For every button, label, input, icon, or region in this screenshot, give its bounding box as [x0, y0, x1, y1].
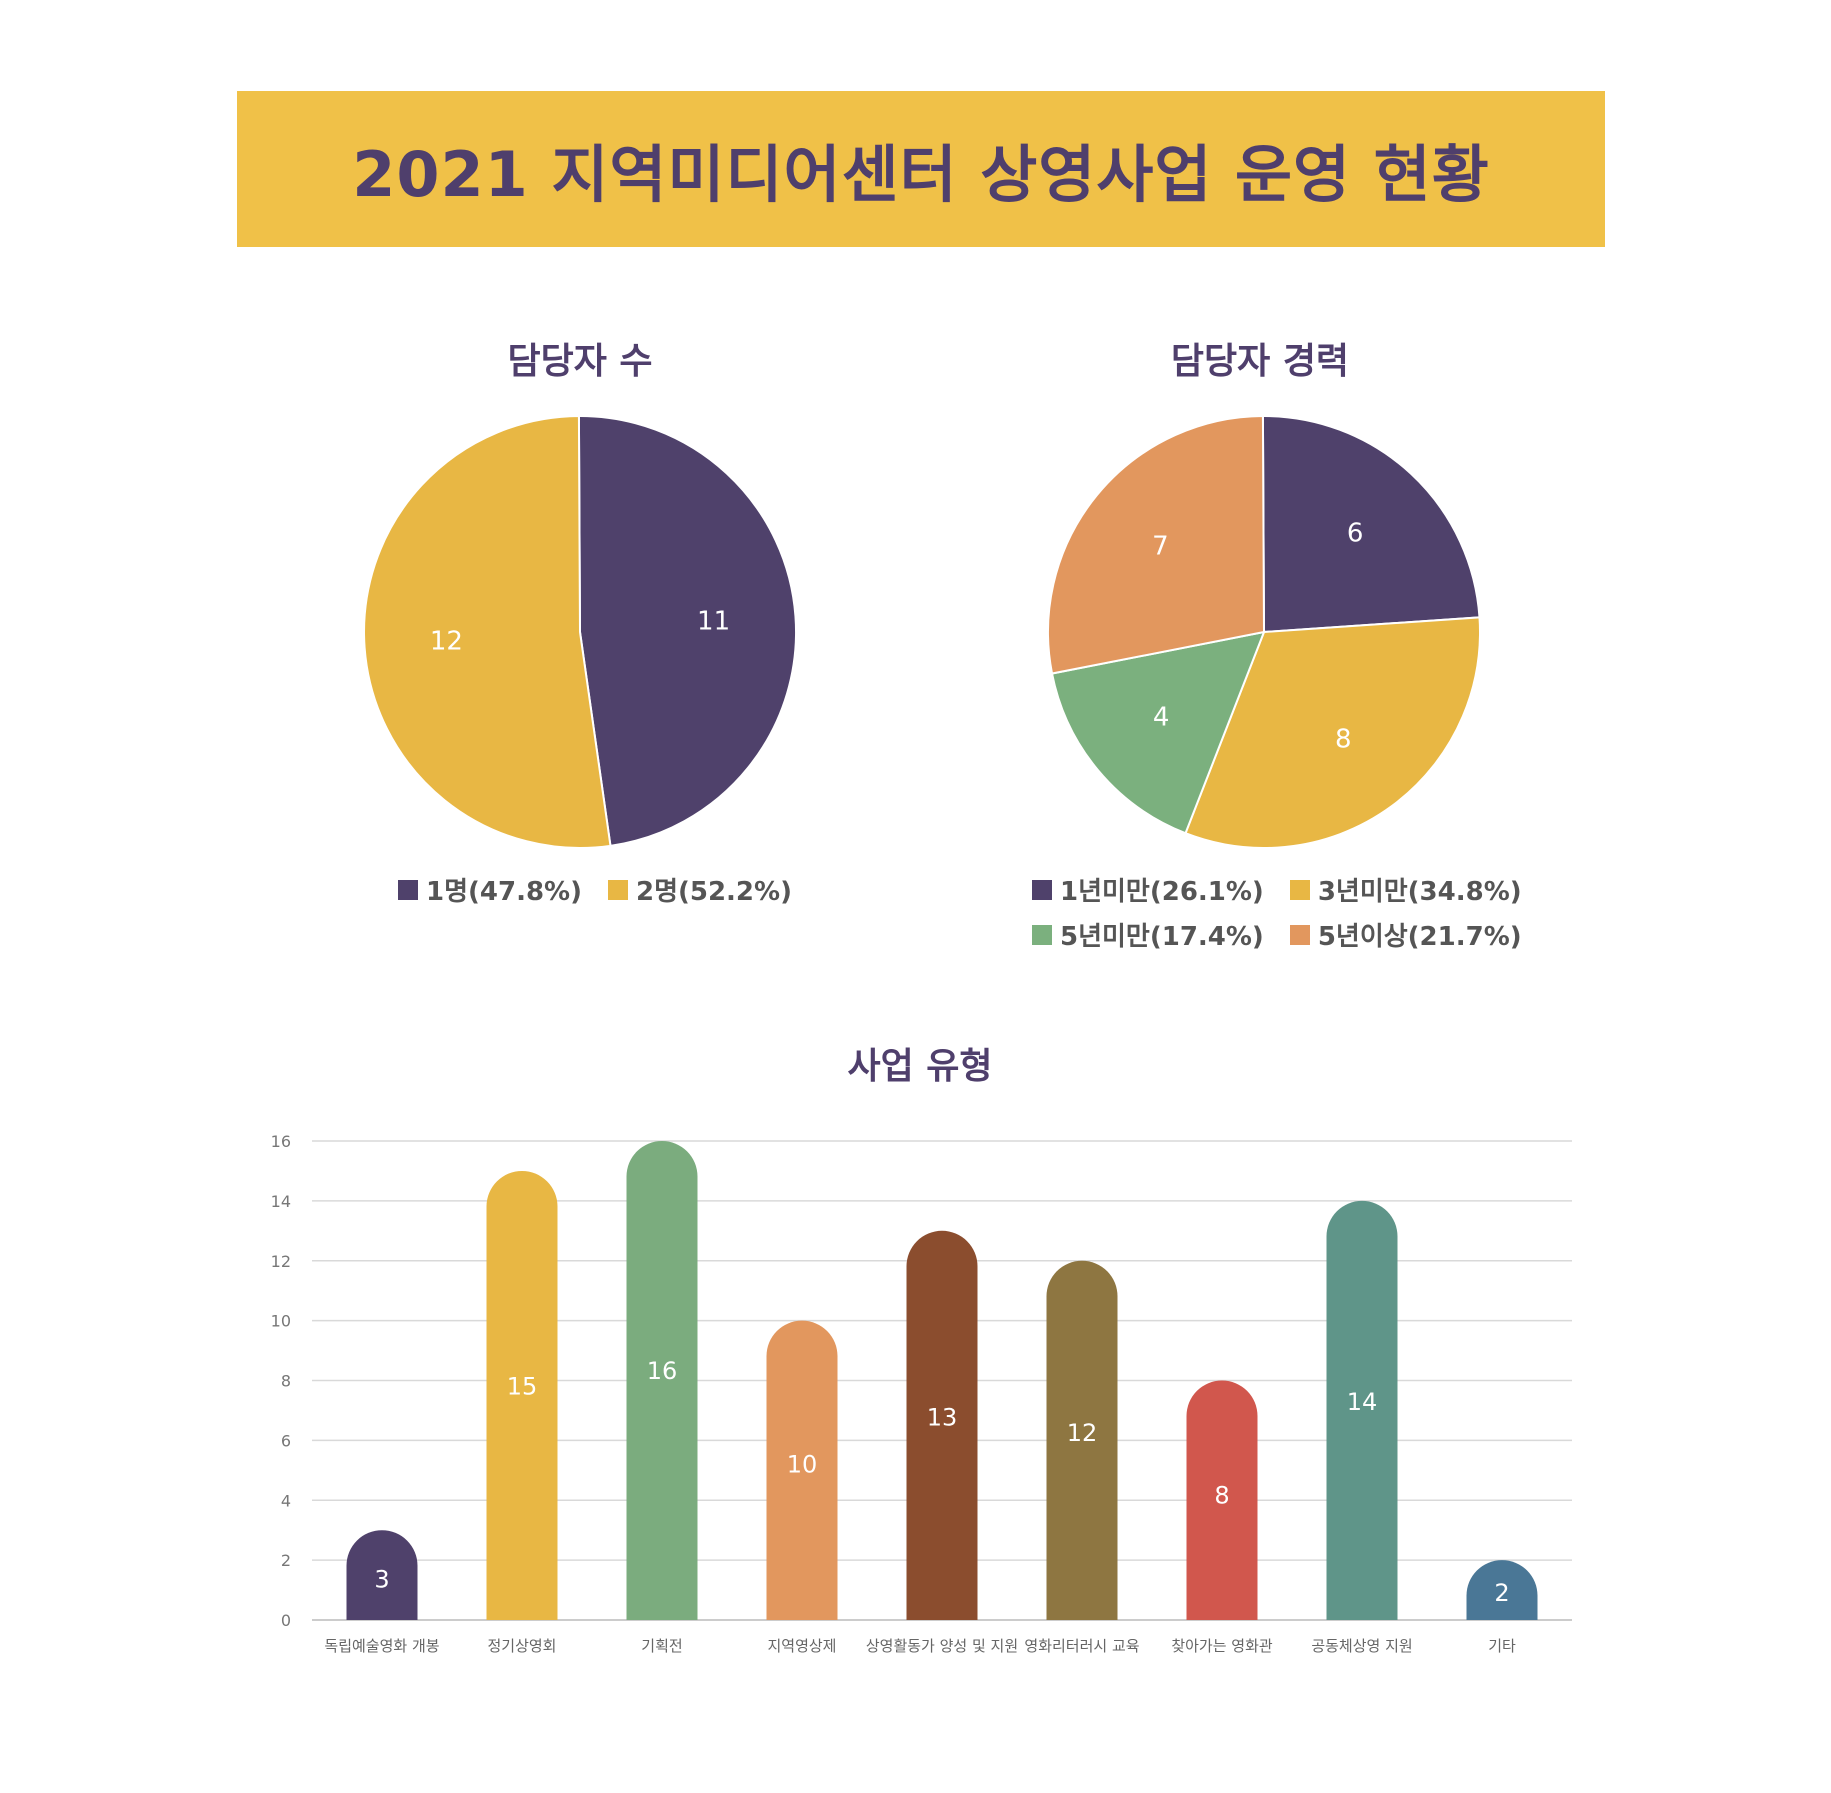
- bar-6: [1186, 1380, 1258, 1620]
- legend-swatch: [1032, 879, 1052, 900]
- pie2-slice-0: [1261, 414, 1481, 634]
- pie2-legend-item-2: 5년미만(17.4%): [1032, 916, 1264, 953]
- legend-swatch: [1032, 924, 1052, 945]
- pie2-slice-3: [1047, 414, 1266, 675]
- bar-3: [766, 1320, 838, 1620]
- pie1-slice-0: [577, 414, 797, 847]
- legend-label: 3년미만(34.8%): [1317, 877, 1522, 907]
- pie1-title: 담당자 수: [507, 341, 653, 382]
- x-tick-label-2: 기획전: [641, 1637, 682, 1655]
- y-tick-label: 14: [271, 1192, 291, 1211]
- bar-data-label-1: 15: [507, 1372, 538, 1400]
- bar-1: [486, 1170, 558, 1620]
- pie2-legend-item-0: 1년미만(26.1%): [1032, 871, 1264, 908]
- pie1-legend-item-1: 2명(52.2%): [607, 871, 792, 908]
- pie1-slice-1: [363, 414, 612, 849]
- legend-label: 2명(52.2%): [635, 877, 792, 907]
- y-tick-label: 10: [271, 1312, 291, 1331]
- pie2-title: 담당자 경력: [1170, 341, 1350, 382]
- x-tick-label-3: 지역영상제: [767, 1637, 836, 1655]
- x-tick-label-7: 공동체상영 지원: [1311, 1637, 1412, 1655]
- y-tick-label: 16: [271, 1132, 291, 1151]
- legend-label: 5년이상(21.7%): [1317, 922, 1522, 952]
- y-tick-label: 2: [281, 1551, 291, 1570]
- bar-data-label-0: 3: [374, 1566, 389, 1594]
- pie2-data-label-2: 4: [1153, 702, 1170, 732]
- pie2-legend: 1년미만(26.1%) 3년미만(34.8%) 5년미만(17.4%) 5년이상(21…: [1032, 871, 1522, 953]
- bar-data-label-5: 12: [1067, 1419, 1098, 1447]
- x-tick-label-6: 찾아가는 영화관: [1171, 1637, 1273, 1655]
- pie2-legend-item-3: 5년이상(21.7%): [1289, 916, 1522, 953]
- bar-title: 사업 유형: [847, 1046, 993, 1087]
- y-tick-label: 8: [281, 1372, 291, 1391]
- pie1-data-label-1: 12: [430, 626, 463, 656]
- pie1-legend: 1명(47.8%) 2명(52.2%): [398, 871, 792, 908]
- bar-2: [626, 1141, 698, 1620]
- bar-7: [1326, 1200, 1398, 1620]
- y-tick-label: 4: [281, 1491, 291, 1510]
- y-tick-label: 0: [281, 1611, 291, 1630]
- pie2-data-label-1: 8: [1335, 724, 1352, 754]
- bar-data-label-6: 8: [1214, 1481, 1229, 1509]
- bar-data-label-3: 10: [787, 1450, 818, 1478]
- legend-swatch: [398, 879, 418, 900]
- legend-swatch: [1289, 879, 1310, 900]
- bar-8: [1466, 1560, 1538, 1620]
- bar-data-label-8: 2: [1494, 1579, 1509, 1607]
- pie2-data-label-3: 7: [1152, 532, 1169, 562]
- y-tick-label: 6: [281, 1431, 291, 1450]
- x-tick-label-0: 독립예술영화 개봉: [324, 1637, 439, 1655]
- bar-5: [1046, 1260, 1118, 1620]
- legend-label: 5년미만(17.4%): [1060, 922, 1264, 952]
- bar-data-label-4: 13: [927, 1404, 958, 1432]
- pie1-legend-item-0: 1명(47.8%): [398, 871, 582, 908]
- legend-label: 1명(47.8%): [426, 877, 582, 907]
- page-title: 2021 지역미디어센터 상영사업 운영 현황: [352, 138, 1490, 211]
- x-tick-label-1: 정기상영회: [487, 1637, 556, 1655]
- legend-label: 1년미만(26.1%): [1060, 877, 1264, 907]
- pie2-slice-1: [1184, 616, 1481, 849]
- title-banner: 2021 지역미디어센터 상영사업 운영 현황: [237, 91, 1605, 247]
- x-tick-label-5: 영화리터러시 교육: [1024, 1637, 1139, 1655]
- legend-swatch: [1289, 924, 1310, 945]
- bar-0: [346, 1530, 418, 1620]
- legend-swatch: [607, 879, 628, 900]
- pie1-data-label-0: 11: [697, 607, 730, 637]
- y-tick-label: 12: [271, 1252, 291, 1271]
- bar-data-label-2: 16: [647, 1357, 678, 1385]
- x-tick-label-4: 상영활동가 양성 및 지원: [866, 1637, 1018, 1655]
- x-tick-label-8: 기타: [1488, 1637, 1516, 1655]
- bar-4: [906, 1230, 978, 1620]
- pie2-data-label-0: 6: [1347, 518, 1364, 548]
- pie2-slice-2: [1050, 630, 1266, 835]
- pie2-legend-item-1: 3년미만(34.8%): [1289, 871, 1522, 908]
- bar-data-label-7: 14: [1347, 1388, 1378, 1416]
